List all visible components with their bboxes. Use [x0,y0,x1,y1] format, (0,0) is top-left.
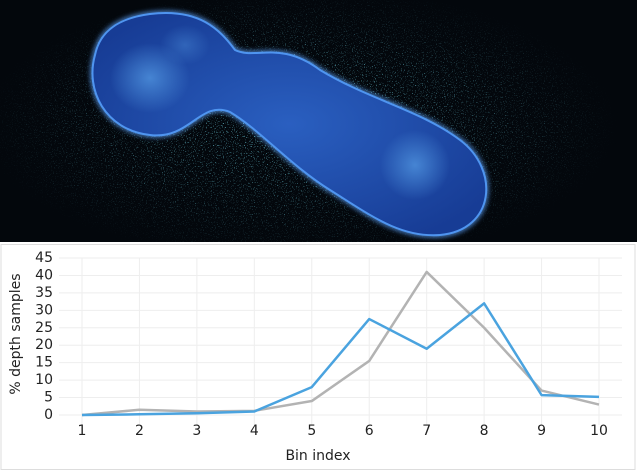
series-line [81,270,600,417]
series-line [81,302,600,417]
x-tick-label: 8 [480,423,489,439]
y-tick-label: 20 [35,337,53,353]
x-tick-label: 7 [422,423,431,439]
y-tick-label: 45 [35,250,53,266]
x-tick-label: 10 [590,423,608,439]
y-tick-label: 40 [35,267,53,283]
x-tick-label: 5 [307,423,316,439]
y-tick-label: 35 [35,285,53,301]
x-axis-label: Bin index [285,448,350,464]
x-tick-label: 2 [135,423,144,439]
x-tick-label: 3 [192,423,201,439]
y-axis-label: % depth samples [8,273,24,394]
y-tick-label: 25 [35,320,53,336]
x-tick-label: 1 [78,423,87,439]
chart-frame [0,244,636,470]
y-tick-label: 30 [35,302,53,318]
x-tick-label: 6 [365,423,374,439]
microscopy-image [0,0,637,242]
y-tick-label: 0 [44,407,53,423]
x-tick-label: 4 [250,423,259,439]
y-tick-label: 15 [35,355,53,371]
x-tick-label: 9 [537,423,546,439]
y-tick-label: 5 [44,390,53,406]
y-tick-label: 10 [35,372,53,388]
chart: Bin index % depth samples 05101520253035… [0,244,636,470]
